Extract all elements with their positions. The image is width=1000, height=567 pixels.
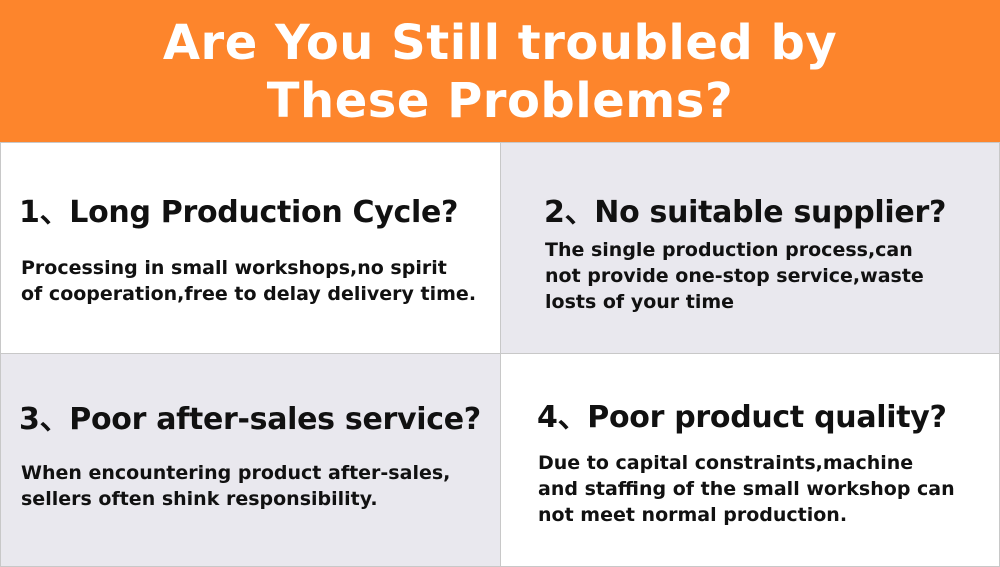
problem-title: 4、Poor product quality?	[537, 400, 947, 435]
problem-text: Due to capital constraints,machine and s…	[538, 452, 955, 526]
problem-card: 3、Poor after-sales service? When encount…	[0, 353, 501, 567]
problem-card: 1、Long Production Cycle? Processing in s…	[0, 142, 501, 354]
problem-title: 2、No suitable supplier?	[544, 195, 947, 230]
problem-text: Processing in small workshops,no spirit …	[21, 257, 477, 305]
problem-card: 2、No suitable supplier? The single produ…	[500, 142, 1000, 354]
problem-card: 4、Poor product quality? Due to capital c…	[500, 353, 1000, 567]
problem-title: 1、Long Production Cycle?	[19, 195, 459, 230]
problem-text: When encountering product after-sales, s…	[21, 462, 451, 510]
problem-title: 3、Poor after-sales service?	[19, 402, 481, 437]
banner: Are You Still troubled by These Problems…	[0, 0, 1000, 142]
problem-text: The single production process,can not pr…	[545, 239, 924, 313]
page-title: Are You Still troubled by These Problems…	[162, 15, 838, 129]
